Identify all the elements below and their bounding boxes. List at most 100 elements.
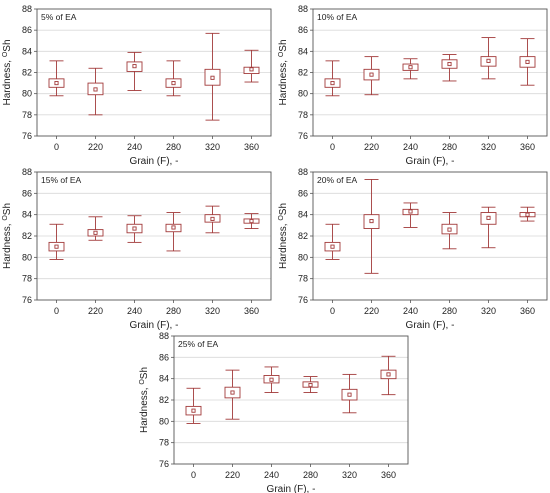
x-axis-label: Grain (F), - (130, 156, 179, 167)
y-tick-label: 86 (298, 188, 308, 198)
x-tick-label: 220 (88, 306, 103, 316)
x-tick-label: 0 (330, 142, 335, 152)
box-360 (380, 355, 397, 396)
y-tick-label: 86 (298, 25, 308, 35)
box-240 (126, 215, 143, 243)
y-tick-label: 80 (22, 252, 32, 262)
mean-marker (369, 219, 374, 224)
y-tick-label: 82 (298, 231, 308, 241)
mean-marker (369, 72, 374, 77)
mean-marker (447, 61, 452, 67)
y-axis-label: Hardness, OSh (139, 367, 151, 433)
box-240 (402, 58, 419, 80)
x-tick-label: 320 (342, 470, 357, 480)
x-axis-label: Grain (F), - (130, 320, 179, 331)
box-220 (363, 179, 380, 274)
mean-marker (525, 59, 530, 64)
box-320 (341, 373, 358, 414)
box-220 (363, 56, 380, 96)
plot-frame (312, 171, 548, 301)
x-tick-label: 320 (481, 306, 496, 316)
mean-marker (330, 244, 335, 249)
y-tick-label: 78 (159, 438, 169, 448)
plot-frame (36, 171, 272, 301)
x-tick-label: 0 (191, 470, 196, 480)
box-280 (441, 212, 458, 250)
chart-panel-3: 76 78 80 82 84 86 88 15% of EA 0 220 240 280 320 360 G… (2, 167, 272, 331)
plot-frame (36, 8, 272, 137)
mean-marker (210, 216, 215, 221)
x-tick-label: 280 (442, 142, 457, 152)
y-tick-label: 80 (298, 252, 308, 262)
y-tick-label: 80 (159, 416, 169, 426)
chart-panel-1: 76 78 80 82 84 86 88 5% of EA 0 220 240 280 320 360 Gr… (2, 4, 272, 167)
box-280 (165, 60, 182, 97)
box-0 (185, 387, 202, 424)
x-tick-label: 220 (364, 306, 379, 316)
mean-marker (191, 408, 196, 413)
mean-marker (171, 81, 176, 86)
x-tick-label: 360 (244, 142, 259, 152)
box-320 (480, 37, 497, 80)
mean-marker (486, 215, 491, 220)
y-tick-label: 84 (298, 46, 308, 56)
y-tick-label: 78 (22, 110, 32, 120)
y-tick-label: 88 (298, 167, 308, 177)
x-tick-label: 220 (88, 142, 103, 152)
y-tick-label: 84 (298, 210, 308, 220)
y-tick-label: 84 (22, 210, 32, 220)
y-tick-label: 88 (22, 167, 32, 177)
box-0 (48, 60, 65, 97)
y-tick-label: 78 (22, 274, 32, 284)
plot-frame (312, 8, 548, 137)
x-tick-label: 280 (442, 306, 457, 316)
mean-marker (54, 81, 59, 86)
y-tick-label: 76 (22, 295, 32, 305)
box-240 (126, 51, 143, 91)
mean-marker (93, 87, 98, 92)
y-tick-label: 76 (22, 131, 32, 141)
x-tick-label: 0 (330, 306, 335, 316)
mean-marker (408, 65, 413, 70)
y-tick-label: 82 (22, 231, 32, 241)
mean-marker (269, 377, 274, 382)
box-220 (87, 67, 104, 116)
panel-title: 15% of EA (41, 175, 81, 185)
box-0 (48, 223, 65, 260)
box-280 (441, 54, 458, 82)
x-tick-label: 240 (127, 306, 142, 316)
y-tick-label: 76 (298, 131, 308, 141)
chart-panel-5: 76 78 80 82 84 86 88 25% of EA 0 220 240 280 320 360 G… (139, 331, 409, 493)
box-220 (224, 369, 241, 420)
y-tick-label: 88 (159, 331, 169, 341)
box-240 (402, 202, 419, 228)
mean-marker (93, 230, 98, 235)
y-tick-label: 84 (22, 46, 32, 56)
box-320 (204, 32, 221, 121)
x-tick-label: 320 (205, 306, 220, 316)
mean-marker (486, 58, 491, 63)
mean-marker (330, 81, 335, 86)
mean-marker (171, 225, 176, 230)
mean-marker (347, 392, 352, 397)
y-tick-label: 88 (298, 4, 308, 14)
y-axis-label: Hardness, OSh (278, 39, 290, 105)
y-tick-label: 86 (22, 188, 32, 198)
y-tick-label: 80 (298, 89, 308, 99)
x-tick-label: 240 (264, 470, 279, 480)
y-axis-label: Hardness, OSh (2, 39, 14, 105)
plot-frame (173, 335, 409, 465)
box-320 (480, 206, 497, 249)
x-tick-label: 360 (381, 470, 396, 480)
box-0 (324, 223, 341, 260)
mean-marker (525, 212, 530, 217)
panel-title: 20% of EA (317, 175, 357, 185)
panel-title: 10% of EA (317, 12, 357, 22)
y-tick-label: 82 (22, 68, 32, 78)
y-tick-label: 76 (159, 459, 169, 469)
mean-marker (230, 390, 235, 395)
box-320 (204, 205, 221, 234)
y-tick-label: 82 (298, 68, 308, 78)
x-tick-label: 220 (364, 142, 379, 152)
